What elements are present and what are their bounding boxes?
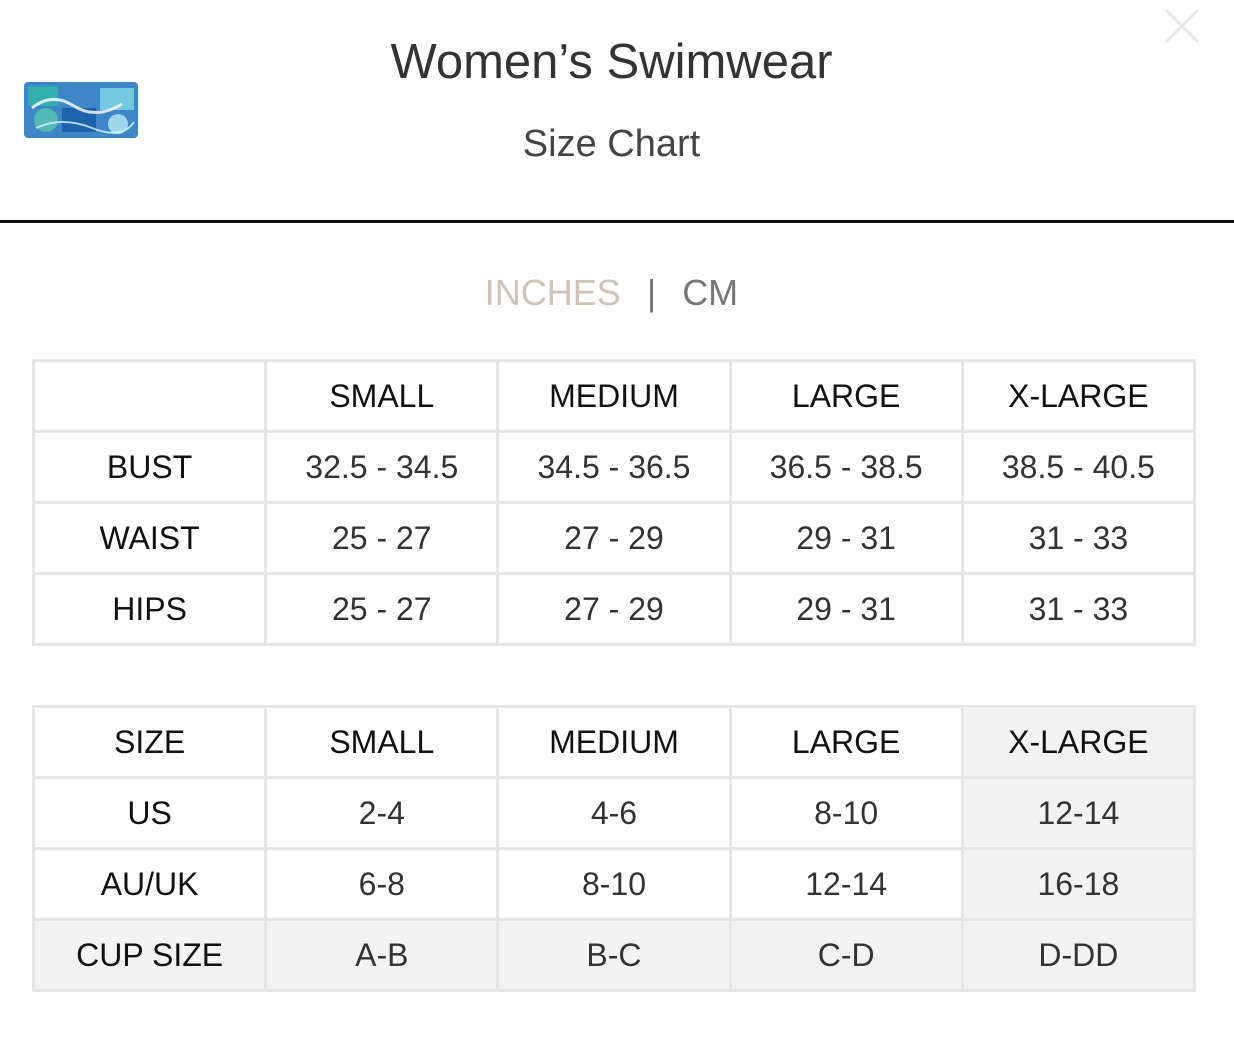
table-cell: 16-18: [960, 847, 1197, 921]
size-conversion-table: SIZE SMALL MEDIUM LARGE X-LARGE US 2-4 4…: [31, 705, 1197, 992]
brand-logo-icon: [24, 82, 138, 138]
column-header-large: LARGE: [728, 359, 964, 433]
table-row: BUST 32.5 - 34.5 34.5 - 36.5 36.5 - 38.5…: [31, 430, 1197, 504]
table-cell: 32.5 - 34.5: [264, 430, 500, 504]
table-row: WAIST 25 - 27 27 - 29 29 - 31 31 - 33: [31, 501, 1197, 575]
table-cell: 31 - 33: [960, 572, 1197, 646]
table-cell: 6-8: [264, 847, 500, 921]
table-cell: 38.5 - 40.5: [960, 430, 1197, 504]
table-cell: 12-14: [728, 847, 964, 921]
unit-cm-option[interactable]: CM: [682, 272, 739, 313]
row-label-cup-size: CUP SIZE: [31, 918, 268, 992]
column-header-small: SMALL: [264, 705, 500, 779]
page-subtitle: Size Chart: [522, 123, 701, 165]
row-label-waist: WAIST: [31, 501, 268, 575]
table-cell: 8-10: [496, 847, 732, 921]
table-cell: 29 - 31: [728, 501, 964, 575]
table-cell: 27 - 29: [496, 501, 732, 575]
column-header-small: SMALL: [264, 359, 500, 433]
unit-separator: |: [646, 272, 657, 313]
row-label-bust: BUST: [31, 430, 268, 504]
table-cell: 25 - 27: [264, 501, 500, 575]
close-icon: [1164, 8, 1200, 44]
table-cell: 31 - 33: [960, 501, 1197, 575]
column-header-x-large: X-LARGE: [960, 359, 1197, 433]
column-header-large: LARGE: [728, 705, 964, 779]
table-header-row: SMALL MEDIUM LARGE X-LARGE: [31, 359, 1197, 433]
table-cell: D-DD: [960, 918, 1197, 992]
table-cell: C-D: [728, 918, 964, 992]
table-cell: 4-6: [496, 776, 732, 850]
table-cell: 29 - 31: [728, 572, 964, 646]
column-header-x-large: X-LARGE: [960, 705, 1197, 779]
table-cell: 2-4: [264, 776, 500, 850]
column-header-medium: MEDIUM: [496, 359, 732, 433]
row-label-us: US: [31, 776, 268, 850]
row-label-hips: HIPS: [31, 572, 268, 646]
measurements-table: SMALL MEDIUM LARGE X-LARGE BUST 32.5 - 3…: [31, 359, 1197, 646]
unit-inches-option[interactable]: INCHES: [484, 272, 621, 313]
table-cell: B-C: [496, 918, 732, 992]
table-cell: 34.5 - 36.5: [496, 430, 732, 504]
unit-toggle: INCHES | CM: [0, 270, 1223, 316]
brand-logo: [22, 78, 142, 142]
table-cell: 27 - 29: [496, 572, 732, 646]
close-button[interactable]: [1160, 4, 1204, 48]
table-cell: 12-14: [960, 776, 1197, 850]
table-cell: 25 - 27: [264, 572, 500, 646]
table-row: HIPS 25 - 27 27 - 29 29 - 31 31 - 33: [31, 572, 1197, 646]
table-row: CUP SIZE A-B B-C C-D D-DD: [31, 918, 1197, 992]
table-header-row: SIZE SMALL MEDIUM LARGE X-LARGE: [31, 705, 1197, 779]
column-header-medium: MEDIUM: [496, 705, 732, 779]
table-cell: 8-10: [728, 776, 964, 850]
column-header-size: SIZE: [31, 705, 268, 779]
table-row: AU/UK 6-8 8-10 12-14 16-18: [31, 847, 1197, 921]
row-label-au-uk: AU/UK: [31, 847, 268, 921]
table-row: US 2-4 4-6 8-10 12-14: [31, 776, 1197, 850]
table-cell: A-B: [264, 918, 500, 992]
column-header: [31, 359, 268, 433]
table-cell: 36.5 - 38.5: [728, 430, 964, 504]
header-divider: [0, 220, 1234, 223]
page-title: Women’s Swimwear: [390, 35, 833, 89]
